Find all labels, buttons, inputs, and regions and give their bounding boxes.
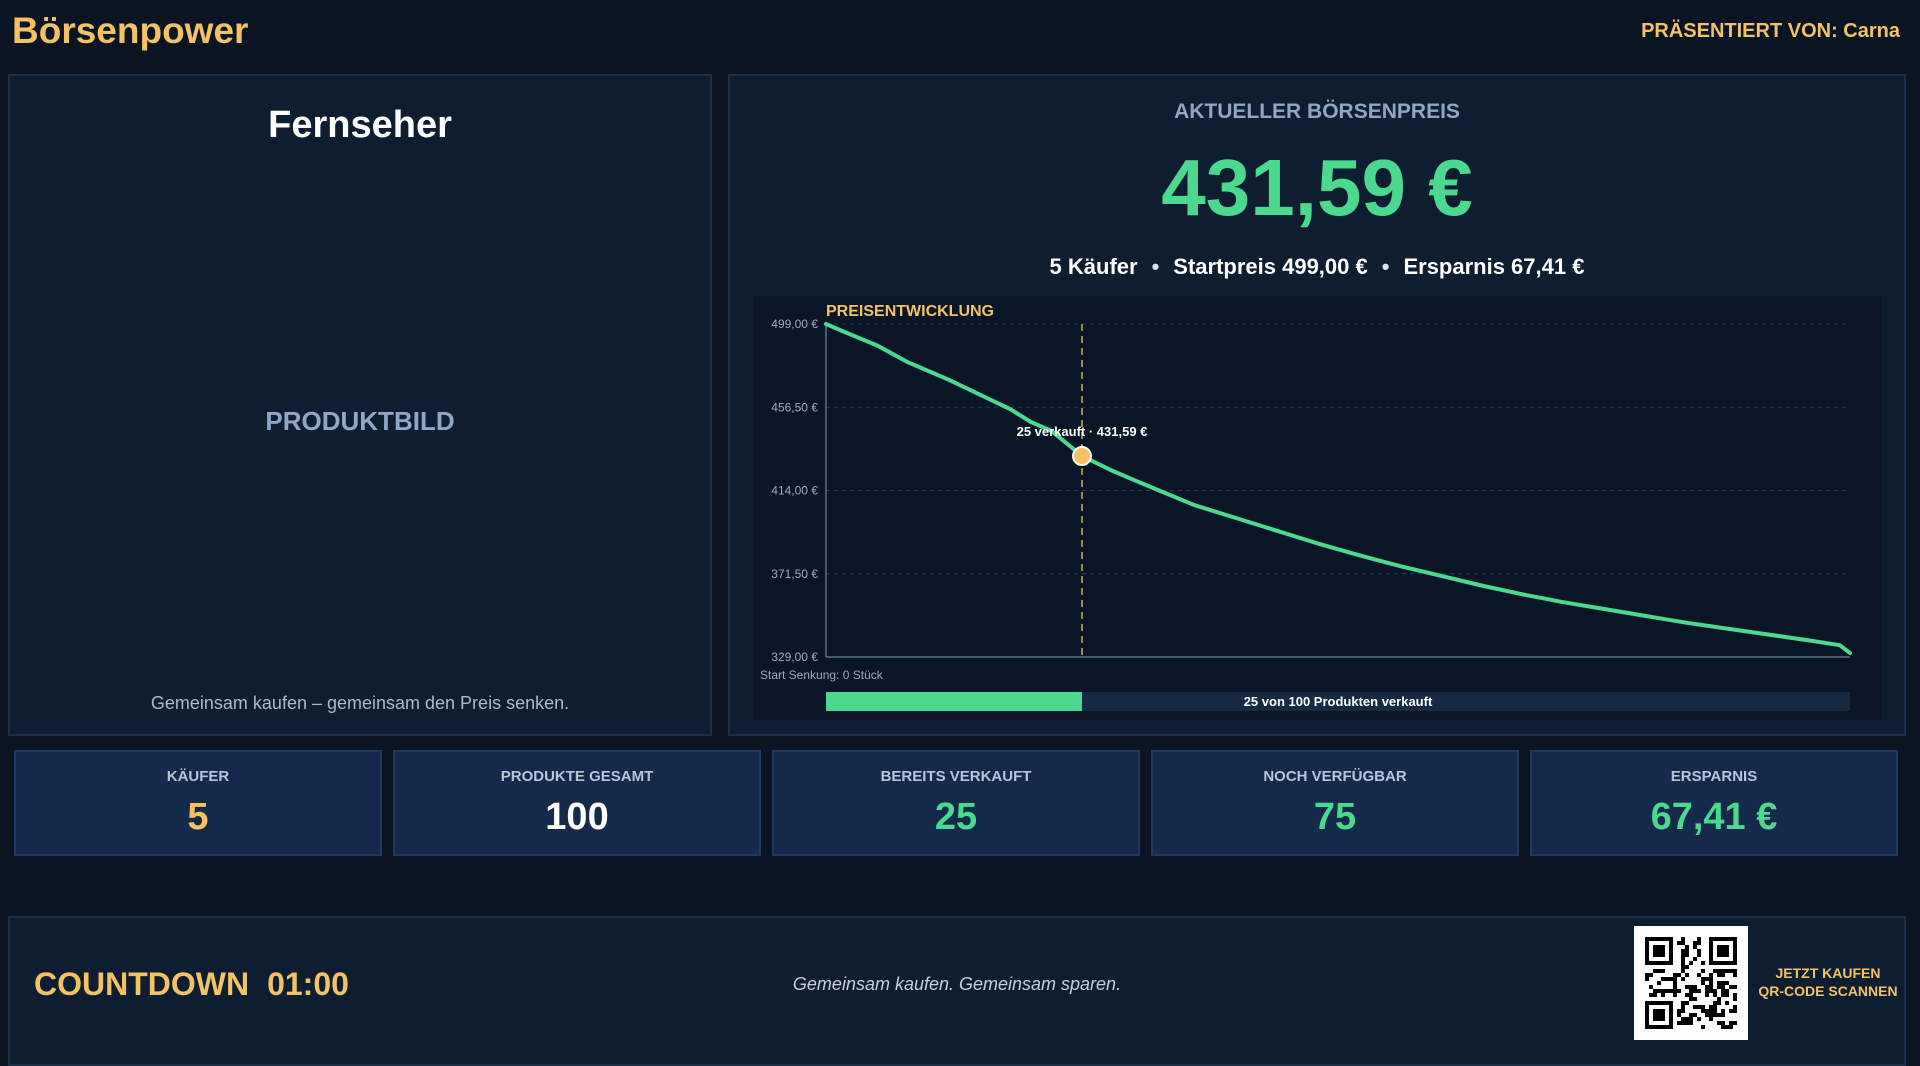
- countdown-label: COUNTDOWN: [34, 966, 250, 1002]
- stat-value: 75: [1313, 796, 1357, 838]
- sales-progress-fill: [826, 692, 1082, 711]
- qr-code-icon: [1645, 937, 1737, 1029]
- price-meta: 5 Käufer • Startpreis 499,00 € • Ersparnis 6…: [730, 254, 1904, 280]
- y-tick-label: 329,00 €: [771, 650, 818, 664]
- qr-call-to-action: JETZT KAUFEN QR-CODE SCANNEN: [1758, 964, 1898, 1000]
- product-tagline: Gemeinsam kaufen – gemeinsam den Preis s…: [150, 693, 570, 713]
- footer-slogan: Gemeinsam kaufen. Gemeinsam sparen.: [792, 974, 1122, 994]
- chart-title: PREISENTWICKLUNG: [826, 303, 994, 320]
- countdown-time: 01:00: [267, 966, 349, 1002]
- countdown: COUNTDOWN 01:00: [34, 966, 349, 1003]
- y-tick-label: 414,00 €: [771, 484, 818, 498]
- savings: Ersparnis 67,41 €: [1403, 254, 1585, 279]
- stat-label: BEREITS VERKAUFT: [880, 768, 1032, 785]
- stat-label: KÄUFER: [166, 768, 230, 785]
- separator-dot: •: [1381, 254, 1390, 279]
- stat-label: ERSPARNIS: [1670, 768, 1758, 785]
- stat-label: PRODUKTE GESAMT: [500, 768, 654, 785]
- current-price-point: [1072, 446, 1092, 467]
- price-chart-svg: PREISENTWICKLUNG 499,00 € 456,50 € 414,00 €…: [760, 303, 1852, 682]
- stat-value: 100: [545, 796, 609, 838]
- current-price-annotation: 25 verkauft · 431,59 €: [1017, 424, 1148, 439]
- brand-title: Börsenpower: [12, 10, 249, 51]
- stat-label: NOCH VERFÜGBAR: [1263, 768, 1407, 785]
- start-price: Startpreis 499,00 €: [1173, 254, 1368, 279]
- price-panel: AKTUELLER BÖRSENPREIS 431,59 € 5 Käufer •…: [728, 74, 1906, 736]
- cta-line-buy: JETZT KAUFEN: [1775, 965, 1881, 981]
- stat-card-sold: BEREITS VERKAUFT 25: [772, 750, 1140, 856]
- cta-line-scan: QR-CODE SCANNEN: [1758, 983, 1898, 999]
- stat-card-products-total: PRODUKTE GESAMT 100: [393, 750, 761, 856]
- qr-code[interactable]: [1634, 926, 1748, 1040]
- product-panel: Fernseher PRODUKTBILD Gemeinsam kaufen –…: [8, 74, 712, 736]
- stat-value: 25: [934, 796, 978, 838]
- y-tick-label: 371,50 €: [771, 567, 818, 581]
- current-price: 431,59 €: [1161, 143, 1473, 232]
- stat-card-available: NOCH VERFÜGBAR 75: [1151, 750, 1519, 856]
- y-tick-label: 499,00 €: [771, 317, 818, 331]
- sales-progress-bar: 25 von 100 Produkten verkauft: [826, 692, 1850, 711]
- price-series-line: [824, 322, 1852, 656]
- stat-value: 67,41 €: [1650, 796, 1778, 838]
- price-chart: PREISENTWICKLUNG 499,00 € 456,50 € 414,00 €…: [754, 296, 1882, 720]
- product-image: PRODUKTBILD: [265, 406, 455, 436]
- stat-card-savings: ERSPARNIS 67,41 €: [1530, 750, 1898, 856]
- product-name: Fernseher: [268, 104, 452, 146]
- price-heading: AKTUELLER BÖRSENPREIS: [1174, 100, 1460, 123]
- presented-by: PRÄSENTIERT VON: Carna: [1641, 20, 1900, 42]
- x-start-label: Start Senkung: 0 Stück: [760, 668, 884, 682]
- separator-dot: •: [1151, 254, 1160, 279]
- stat-value: 5: [187, 796, 209, 838]
- y-tick-label: 456,50 €: [771, 400, 818, 414]
- sales-progress-label: 25 von 100 Produkten verkauft: [1243, 694, 1433, 709]
- stat-card-buyers: KÄUFER 5: [14, 750, 382, 856]
- footer-panel: COUNTDOWN 01:00 Gemeinsam kaufen. Gemeins…: [8, 916, 1906, 1066]
- buyers-count: 5 Käufer: [1049, 254, 1138, 279]
